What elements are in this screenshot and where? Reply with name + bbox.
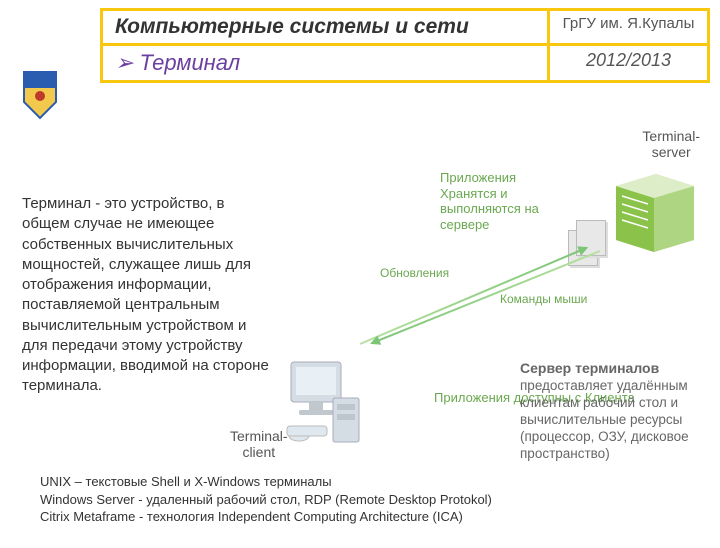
network-diagram: Приложения Хранятся и выполняются на сер… bbox=[270, 158, 710, 468]
terminal-server-description: предоставляет удалённым клиентам рабочий… bbox=[520, 378, 700, 462]
footer-line-citrix: Citrix Metaframe - технология Independen… bbox=[40, 508, 492, 526]
university-logo bbox=[20, 68, 60, 120]
server-icon bbox=[610, 168, 700, 258]
footer-line-windows: Windows Server - удаленный рабочий стол,… bbox=[40, 491, 492, 509]
page-title: Компьютерные системы и сети bbox=[100, 8, 550, 46]
university-label: ГрГУ им. Я.Купалы bbox=[550, 8, 710, 46]
terminal-server-label: Terminal- server bbox=[642, 128, 700, 160]
footer-line-unix: UNIX – текстовые Shell и X-Windows терми… bbox=[40, 473, 492, 491]
subtitle: ➢Терминал bbox=[100, 46, 550, 83]
client-icon bbox=[285, 358, 365, 448]
subtitle-text: Терминал bbox=[139, 50, 240, 75]
year-label: 2012/2013 bbox=[550, 46, 710, 83]
terminal-server-title: Сервер терминалов bbox=[520, 360, 700, 376]
apps-stored-note: Приложения Хранятся и выполняются на сер… bbox=[440, 170, 570, 232]
definition-text: Терминал - это устройство, в общем случа… bbox=[22, 194, 272, 397]
mouse-commands-label: Команды мыши bbox=[500, 292, 587, 306]
updates-label: Обновления bbox=[380, 266, 449, 280]
footer-tech-list: UNIX – текстовые Shell и X-Windows терми… bbox=[40, 473, 492, 526]
